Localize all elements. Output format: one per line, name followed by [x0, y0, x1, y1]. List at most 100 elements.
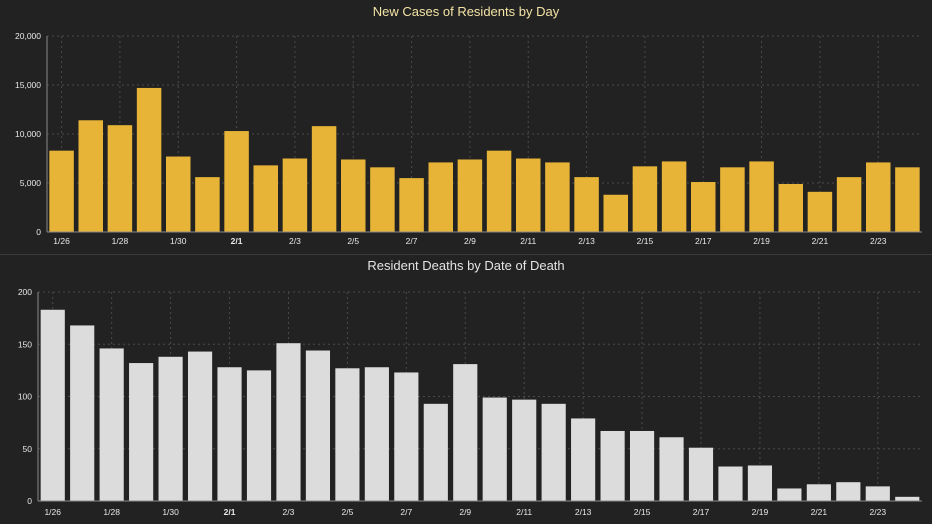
deaths-bar-1/29	[129, 363, 154, 501]
cases-xtick-label: 2/17	[695, 236, 712, 246]
deaths-ytick-label: 100	[18, 392, 32, 402]
deaths-xtick-label: 2/19	[752, 507, 769, 517]
panel-divider	[0, 254, 932, 255]
deaths-xtick-label: 2/3	[283, 507, 295, 517]
deaths-xtick-label: 2/1	[224, 507, 236, 517]
deaths-xtick-label: 1/28	[103, 507, 120, 517]
deaths-bar-2/2	[246, 370, 272, 501]
deaths-bar-2/24	[895, 496, 920, 501]
resident-deaths-chart: Resident Deaths by Date of Death 0 50 100 15…	[18, 258, 922, 517]
cases-xtick-label: 2/9	[464, 236, 476, 246]
cases-xtick-label: 1/30	[170, 236, 187, 246]
cases-xtick-label: 2/23	[870, 236, 887, 246]
deaths-bar-2/9	[453, 364, 478, 501]
cases-bar-1/31	[195, 177, 220, 232]
cases-bar-1/27	[78, 120, 103, 232]
deaths-bar-2/8	[423, 403, 448, 501]
deaths-ytick-label: 150	[18, 339, 32, 349]
cases-bar-2/5	[341, 159, 366, 232]
deaths-ytick-label: 50	[23, 444, 33, 454]
cases-xtick-label: 2/7	[406, 236, 418, 246]
cases-bar-1/29	[136, 87, 162, 232]
cases-xtick-label: 2/5	[347, 236, 359, 246]
deaths-bar-2/22	[836, 482, 861, 501]
cases-bar-2/15	[632, 166, 658, 232]
cases-bar-2/3	[282, 158, 308, 232]
deaths-xtick-label: 2/15	[634, 507, 651, 517]
deaths-bar-2/21	[806, 484, 831, 501]
deaths-bar-2/20	[777, 488, 802, 501]
cases-bar-2/14	[603, 194, 628, 232]
cases-bar-2/4	[311, 126, 337, 232]
cases-bar-2/21	[807, 191, 833, 232]
cases-bar-2/23	[866, 162, 891, 232]
deaths-xtick-label: 1/30	[162, 507, 179, 517]
cases-bar-2/12	[545, 162, 570, 232]
cases-bar-2/20	[778, 183, 803, 232]
cases-chart-title: New Cases of Residents by Day	[373, 4, 560, 19]
deaths-ytick-label: 200	[18, 287, 32, 297]
deaths-bar-1/26	[40, 309, 65, 501]
cases-ytick-label: 15,000	[15, 80, 41, 90]
cases-xtick-label: 2/1	[231, 236, 243, 246]
deaths-bar-2/23	[865, 486, 890, 501]
cases-bar-2/13	[574, 177, 599, 232]
cases-bar-2/9	[457, 159, 483, 232]
cases-bar-2/1	[224, 131, 249, 232]
cases-ytick-label: 10,000	[15, 129, 41, 139]
cases-bar-2/7	[399, 178, 424, 232]
deaths-xtick-label: 2/11	[516, 507, 532, 517]
cases-bar-2/17	[691, 182, 716, 232]
deaths-bar-2/13	[571, 418, 596, 501]
cases-bar-2/8	[428, 162, 453, 232]
deaths-bar-2/5	[335, 368, 360, 501]
deaths-bar-2/3	[276, 343, 301, 501]
cases-ytick-label: 5,000	[20, 178, 42, 188]
deaths-ytick-label: 0	[27, 496, 32, 506]
deaths-bar-2/1	[217, 367, 242, 501]
cases-bar-2/19	[749, 161, 774, 232]
deaths-xtick-label: 2/9	[459, 507, 471, 517]
new-cases-chart: New Cases of Residents by Day 0 5,000 10,00…	[15, 4, 922, 246]
cases-xtick-label: 2/21	[812, 236, 829, 246]
cases-bar-2/18	[720, 167, 745, 232]
deaths-bar-2/11	[512, 399, 537, 501]
cases-xtick-label: 1/26	[53, 236, 70, 246]
cases-ytick-label: 0	[36, 227, 41, 237]
deaths-xtick-label: 2/21	[811, 507, 828, 517]
cases-bar-2/11	[516, 158, 541, 232]
deaths-bar-2/17	[688, 447, 714, 501]
cases-xtick-label: 2/3	[289, 236, 301, 246]
deaths-xtick-label: 2/5	[341, 507, 353, 517]
cases-bar-1/28	[107, 125, 133, 232]
deaths-xtick-label: 2/17	[693, 507, 710, 517]
cases-bar-2/22	[836, 177, 862, 232]
cases-bar-2/10	[486, 150, 512, 232]
deaths-bar-2/12	[541, 403, 566, 501]
cases-bar-1/30	[166, 156, 191, 232]
deaths-xtick-label: 2/23	[870, 507, 887, 517]
deaths-xtick-label: 2/13	[575, 507, 592, 517]
deaths-bar-2/15	[629, 430, 655, 501]
cases-ytick-label: 20,000	[15, 31, 41, 41]
deaths-bar-1/30	[158, 356, 183, 501]
cases-xtick-label: 2/13	[578, 236, 595, 246]
deaths-xtick-label: 2/7	[400, 507, 412, 517]
deaths-bar-2/4	[305, 350, 331, 501]
deaths-bar-2/6	[364, 367, 389, 501]
deaths-bar-2/19	[747, 465, 773, 501]
cases-bar-2/6	[370, 167, 395, 232]
cases-xtick-label: 2/15	[637, 236, 654, 246]
deaths-bar-2/10	[482, 397, 507, 501]
deaths-bar-1/28	[99, 348, 124, 501]
deaths-bar-1/31	[187, 351, 213, 501]
deaths-bar-2/18	[718, 466, 743, 501]
deaths-chart-title: Resident Deaths by Date of Death	[367, 258, 564, 273]
deaths-bar-1/27	[70, 325, 95, 501]
cases-bar-2/2	[253, 165, 278, 232]
cases-xtick-label: 2/11	[520, 236, 536, 246]
cases-bar-2/24	[895, 167, 920, 232]
deaths-xtick-label: 1/26	[44, 507, 61, 517]
cases-bar-1/26	[49, 150, 74, 232]
